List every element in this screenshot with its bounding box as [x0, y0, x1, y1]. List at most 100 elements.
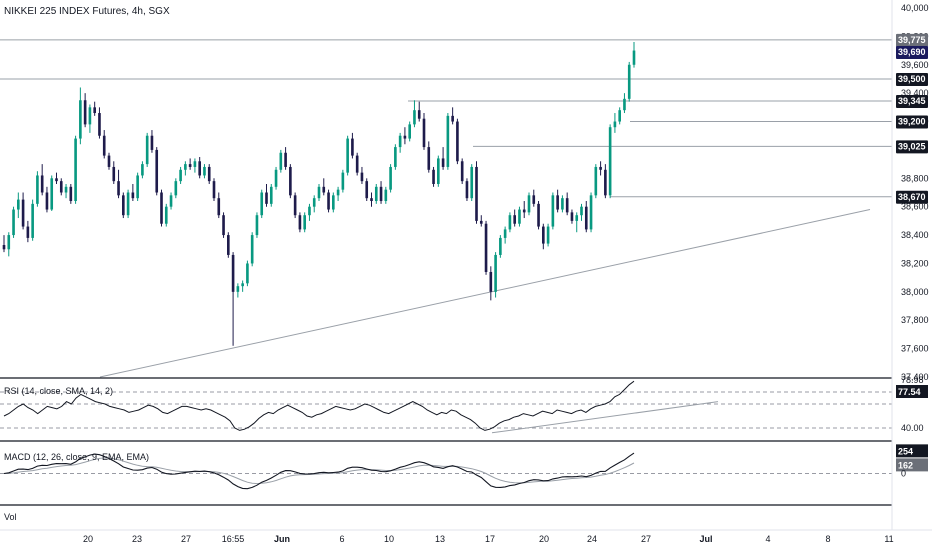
candle-body: [408, 124, 411, 139]
candle-body: [112, 166, 116, 182]
price-axis[interactable]: 40,00039,80039,60039,40039,20038,80038,6…: [896, 3, 929, 382]
date-tick-label: 13: [435, 534, 445, 544]
candle-body: [98, 113, 101, 136]
rsi-value-label: 77.54: [898, 387, 921, 397]
candle-body: [484, 223, 488, 272]
candle-body: [74, 138, 77, 202]
level-tag-label: 39,775: [898, 35, 926, 45]
candle-body: [174, 181, 178, 196]
candle-body: [389, 166, 392, 190]
candle-body: [451, 115, 454, 122]
candle-body: [69, 186, 73, 202]
price-tick-label: 38,200: [901, 258, 929, 268]
candle-body: [141, 164, 144, 176]
candle-body: [317, 186, 321, 199]
candle-body: [269, 186, 273, 204]
price-tick-label: 38,000: [901, 287, 929, 297]
candle-body: [160, 192, 163, 224]
rsi-line: [3, 380, 635, 431]
candle-body: [322, 186, 326, 193]
candle-body: [45, 192, 49, 210]
candle-body: [7, 235, 11, 250]
candle-body: [460, 161, 464, 182]
level-tag-label: 39,500: [898, 74, 926, 84]
candle-body: [398, 135, 402, 148]
candle-body: [456, 121, 459, 162]
level-tag-label: 39,025: [898, 141, 926, 151]
candle-body: [537, 203, 540, 227]
candle-body: [126, 192, 130, 216]
candle-body: [236, 286, 240, 292]
candle-body: [446, 115, 450, 167]
date-tick-label: 27: [181, 534, 191, 544]
candle-body: [332, 195, 335, 210]
candle-body: [188, 164, 192, 167]
candle-body: [246, 263, 249, 284]
candle-body: [274, 169, 278, 187]
candle-body: [64, 186, 68, 193]
macd-label: MACD (12, 26, close, 9, EMA, EMA): [4, 452, 150, 462]
candle-body: [155, 149, 159, 193]
macd-value-label: 254: [898, 446, 913, 456]
candle-body: [59, 181, 63, 193]
candle-body: [341, 172, 345, 190]
volume-label: Vol: [4, 512, 17, 522]
rsi-label: RSI (14, close, SMA, 14, 2): [4, 386, 114, 396]
candle-body: [12, 209, 15, 236]
candle-body: [50, 178, 54, 210]
candle-body: [298, 215, 302, 230]
price-tick-label: 38,800: [901, 173, 929, 183]
candle-body: [494, 254, 497, 292]
candle-body: [580, 206, 583, 216]
candle-body: [227, 235, 230, 255]
candle-body: [575, 215, 579, 221]
candle-body: [427, 147, 431, 170]
candle-body: [241, 283, 244, 287]
candle-body: [618, 110, 621, 122]
candle-body: [212, 181, 216, 199]
candle-body: [422, 118, 426, 148]
candle-body: [250, 235, 254, 264]
price-tick-label: 37,400: [901, 372, 929, 382]
candle-body: [403, 135, 407, 139]
rsi-top-label: 78.98: [901, 375, 924, 385]
pane-separators: [0, 0, 932, 531]
candle-body: [394, 147, 397, 167]
candle-body: [627, 64, 631, 99]
level-tag: [896, 115, 928, 129]
candle-body: [312, 198, 316, 207]
candle-body: [107, 155, 111, 167]
date-tick-label: 16:55: [222, 534, 245, 544]
level-tag-label: 39,345: [898, 96, 926, 106]
candle-body: [21, 199, 25, 227]
candle-body: [589, 195, 593, 230]
candle-body: [217, 198, 221, 216]
candle-body: [169, 195, 173, 207]
price-pane[interactable]: [0, 39, 892, 378]
candle-body: [26, 226, 30, 238]
candle-body: [17, 199, 20, 210]
price-tick-label: 38,400: [901, 230, 929, 240]
candle-body: [351, 138, 354, 156]
candle-body: [565, 198, 569, 213]
date-axis[interactable]: 20 23 27 16:55 Jun 6 10 13 17 20 24 27 Jul 4 8 11: [83, 534, 894, 544]
candle-body: [370, 198, 373, 202]
candle-body: [499, 237, 502, 255]
macd-line: [3, 452, 635, 490]
macd-value-tag: [896, 444, 928, 458]
rsi-pane[interactable]: 78.98 77.54 40.00: [0, 375, 928, 434]
date-tick-label: Jul: [699, 534, 712, 544]
candle-body: [604, 169, 607, 196]
candle-body: [150, 135, 154, 150]
candle-body: [556, 195, 559, 210]
level-tag: [896, 190, 928, 204]
macd-signal-label: 162: [898, 460, 913, 470]
candle-body: [470, 166, 474, 199]
candle-body: [384, 189, 388, 202]
level-tag: [896, 72, 928, 86]
level-tag-label: 39,690: [898, 47, 926, 57]
date-tick-label: 23: [132, 534, 142, 544]
candle-body: [532, 195, 536, 204]
